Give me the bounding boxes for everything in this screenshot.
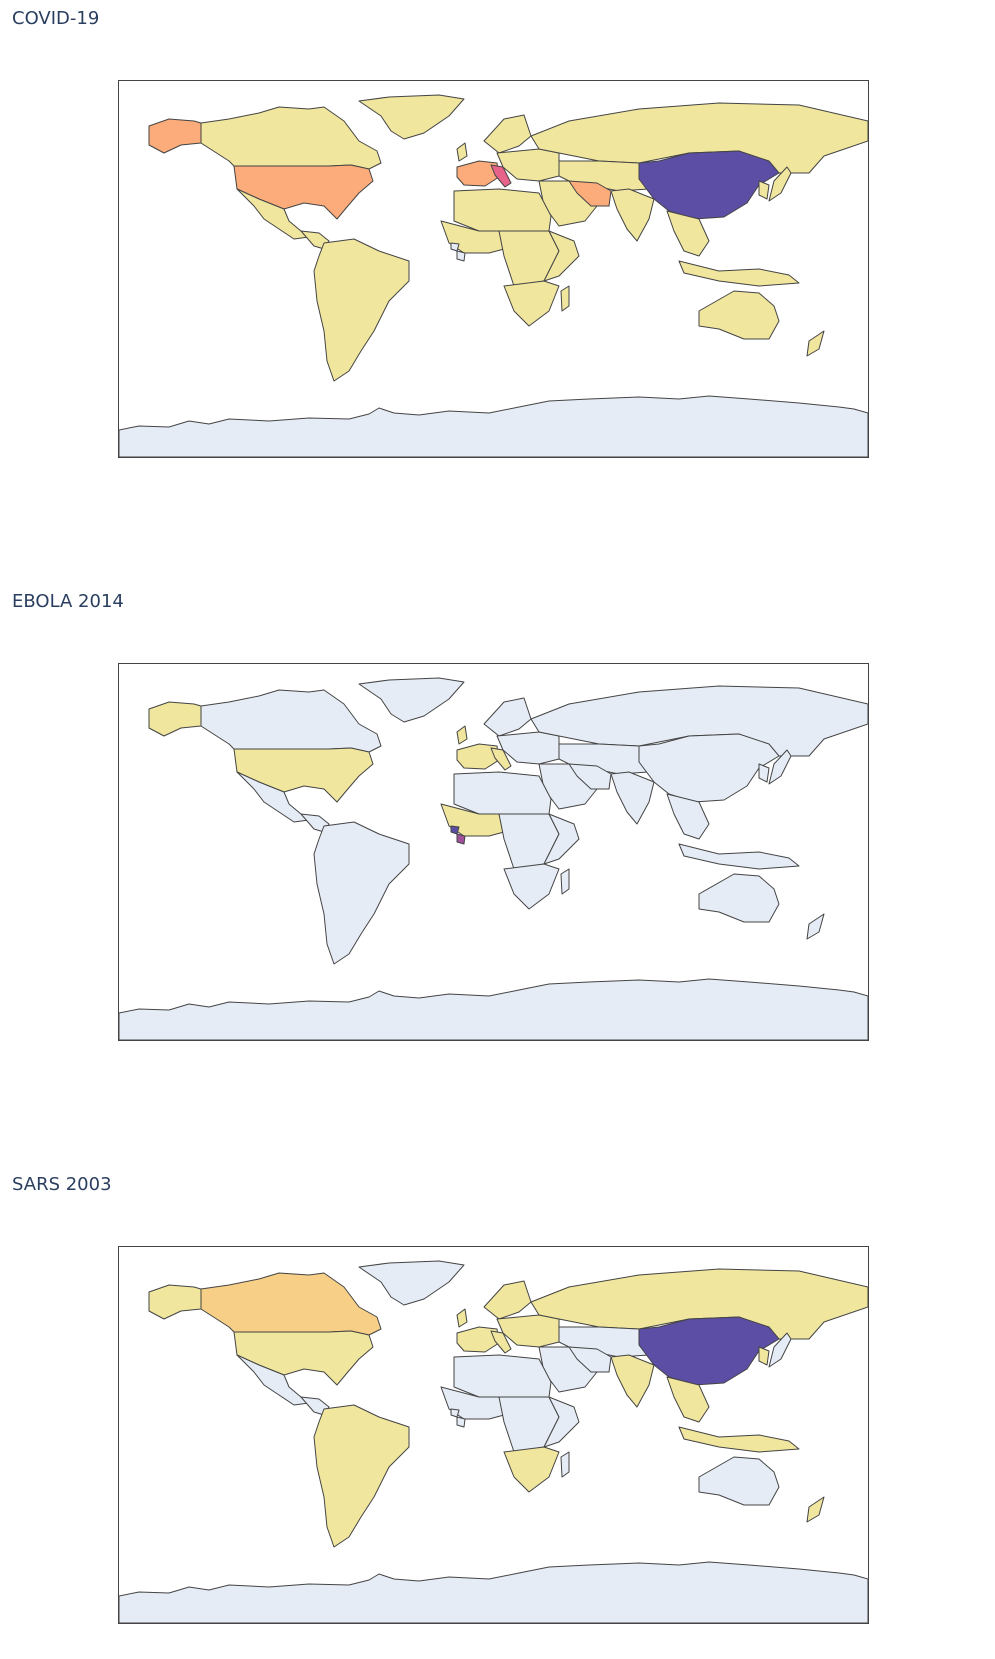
region-canada[interactable] [200,106,382,170]
region-north-africa[interactable] [453,188,552,232]
region-southern-africa[interactable] [503,280,560,327]
region-southern-africa[interactable] [503,863,560,910]
region-usa[interactable] [233,747,374,803]
region-north-africa[interactable] [453,1354,552,1398]
region-australia[interactable] [698,1456,780,1506]
region-greenland[interactable] [358,677,465,723]
region-china[interactable] [638,1316,780,1386]
world-map-svg [119,94,868,457]
region-indonesia[interactable] [678,1426,800,1453]
region-scandinavia[interactable] [483,697,532,737]
region-japan[interactable] [768,749,792,785]
region-japan[interactable] [768,166,792,202]
region-east-africa[interactable] [543,1396,580,1448]
region-antarctica[interactable] [119,978,868,1040]
region-uk[interactable] [456,725,468,745]
region-southern-africa[interactable] [503,1446,560,1493]
region-italy[interactable] [490,164,512,188]
region-russia[interactable] [530,685,868,757]
region-scandinavia[interactable] [483,1280,532,1320]
region-southeast-asia[interactable] [666,210,710,257]
region-south-america[interactable] [313,238,410,382]
region-western-europe[interactable] [456,1326,500,1353]
region-korea[interactable] [758,1346,770,1366]
region-italy[interactable] [490,747,512,771]
region-russia[interactable] [530,102,868,174]
region-italy[interactable] [490,1330,512,1354]
region-liberia[interactable] [456,250,466,262]
region-alaska[interactable] [148,1284,202,1320]
world-map-svg [119,1260,868,1623]
region-madagascar[interactable] [560,285,570,312]
region-south-america[interactable] [313,1404,410,1548]
world-map[interactable] [118,80,869,458]
world-map[interactable] [118,663,869,1041]
world-map[interactable] [118,1246,869,1624]
region-antarctica[interactable] [119,395,868,457]
region-korea[interactable] [758,763,770,783]
region-australia[interactable] [698,290,780,340]
region-north-africa[interactable] [453,771,552,815]
region-southeast-asia[interactable] [666,1376,710,1423]
panel-title: SARS 2003 [12,1174,112,1195]
region-liberia[interactable] [456,833,466,845]
region-india[interactable] [610,1354,655,1408]
region-liberia[interactable] [456,1416,466,1428]
region-sierra-leone[interactable] [450,242,460,252]
region-east-africa[interactable] [543,813,580,865]
region-madagascar[interactable] [560,1451,570,1478]
region-iran[interactable] [568,180,612,207]
region-scandinavia[interactable] [483,114,532,154]
region-usa[interactable] [233,164,374,220]
region-australia[interactable] [698,873,780,923]
region-india[interactable] [610,771,655,825]
region-southeast-asia[interactable] [666,793,710,840]
region-new-zealand[interactable] [806,330,825,357]
region-greenland[interactable] [358,94,465,140]
region-canada[interactable] [200,1272,382,1336]
region-uk[interactable] [456,1308,468,1328]
region-iran[interactable] [568,763,612,790]
panel-title: EBOLA 2014 [12,591,124,612]
region-greenland[interactable] [358,1260,465,1306]
region-madagascar[interactable] [560,868,570,895]
region-antarctica[interactable] [119,1561,868,1623]
region-russia[interactable] [530,1268,868,1340]
region-western-europe[interactable] [456,743,500,770]
region-sierra-leone[interactable] [450,1408,460,1418]
region-iran[interactable] [568,1346,612,1373]
region-alaska[interactable] [148,118,202,154]
region-canada[interactable] [200,689,382,753]
region-sierra-leone[interactable] [450,825,460,835]
region-uk[interactable] [456,142,468,162]
region-indonesia[interactable] [678,260,800,287]
region-western-europe[interactable] [456,160,500,187]
region-china[interactable] [638,150,780,220]
region-usa[interactable] [233,1330,374,1386]
region-new-zealand[interactable] [806,1496,825,1523]
region-indonesia[interactable] [678,843,800,870]
region-india[interactable] [610,188,655,242]
region-east-africa[interactable] [543,230,580,282]
region-south-america[interactable] [313,821,410,965]
panel-title: COVID-19 [12,8,100,29]
world-map-svg [119,677,868,1040]
region-alaska[interactable] [148,701,202,737]
region-korea[interactable] [758,180,770,200]
region-new-zealand[interactable] [806,913,825,940]
region-japan[interactable] [768,1332,792,1368]
region-china[interactable] [638,733,780,803]
